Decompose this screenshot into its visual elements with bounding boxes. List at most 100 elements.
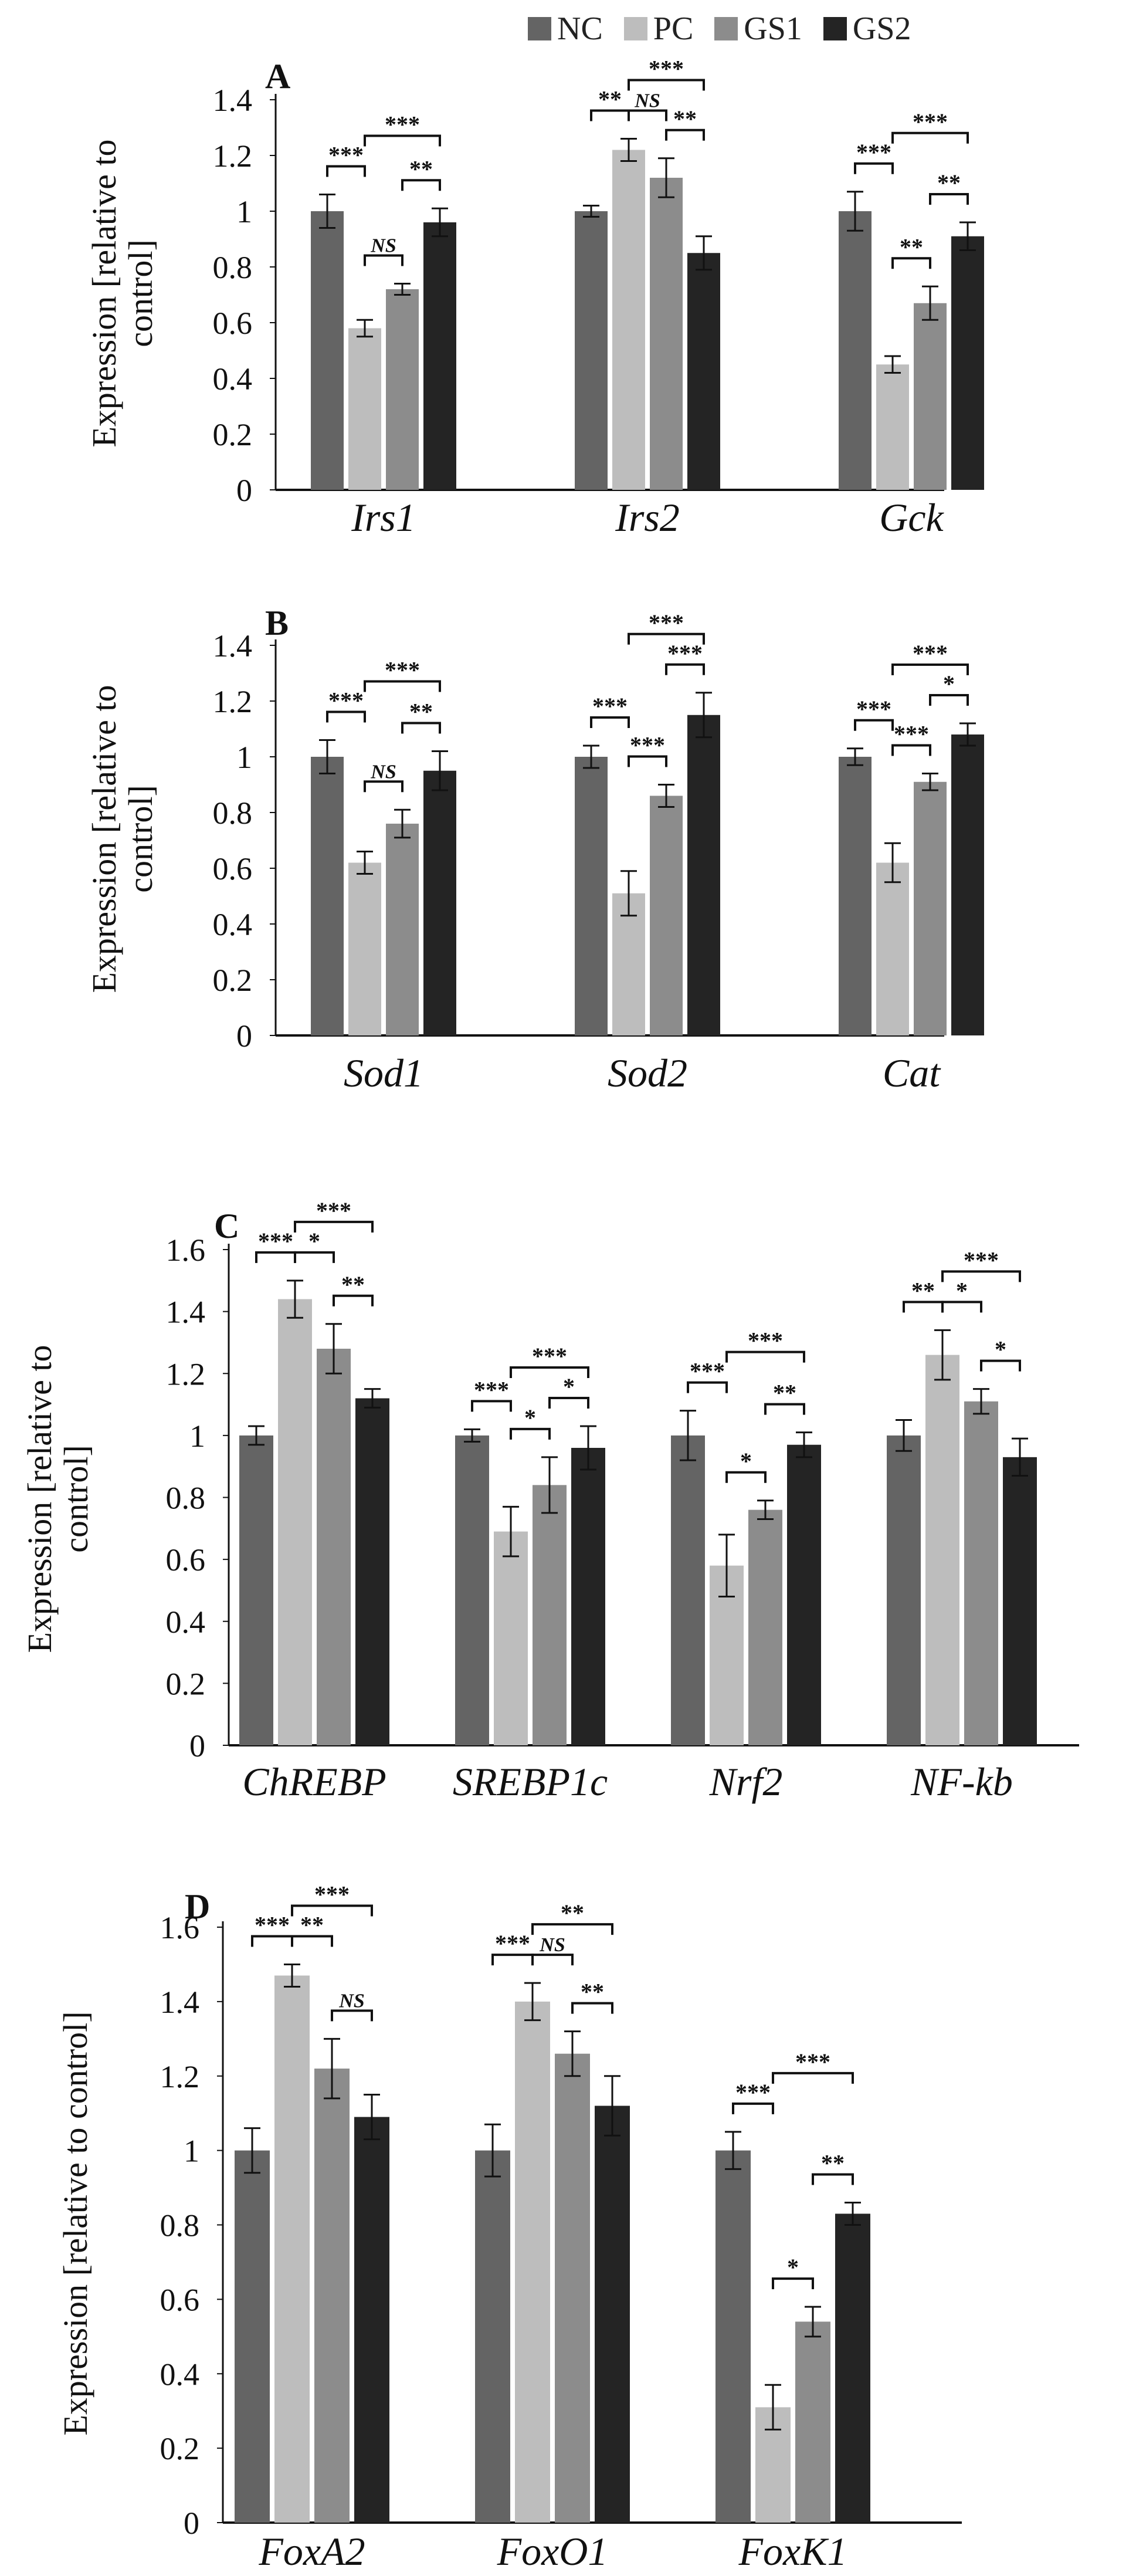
bar-b-sod1-gs2: [423, 770, 456, 1035]
significance-label: ***: [856, 696, 891, 722]
bar-d-foxa2-gs2: [354, 2117, 389, 2523]
category-label-nfkb: NF-kb: [910, 1759, 1013, 1804]
y-axis-label-line: control]: [121, 239, 160, 347]
y-tick-label: 1.2: [166, 1356, 206, 1392]
y-tick-label: 0.4: [160, 2357, 200, 2392]
y-axis-label-line: Expression [relative to: [85, 139, 123, 447]
legend-item-nc: NC: [528, 12, 603, 45]
y-tick-label: 0: [236, 473, 252, 508]
significance-label: *: [563, 1373, 575, 1400]
bar-a-irs1-gs2: [423, 222, 456, 490]
significance-label: **: [673, 106, 697, 132]
bar-d-foxa2-nc: [235, 2150, 270, 2523]
bar-b-cat-pc: [876, 862, 909, 1035]
category-label-gck: Gck: [879, 495, 944, 540]
bar-c-nfkb-nc: [887, 1435, 921, 1745]
significance-bracket: [732, 2102, 774, 2114]
significance-label: ***: [649, 610, 684, 636]
y-tick-label: 0.4: [213, 361, 253, 397]
significance-label: *: [308, 1228, 320, 1254]
y-tick-label: 1.2: [160, 2059, 200, 2094]
bar-b-sod2-pc: [612, 893, 645, 1035]
significance-label: ***: [630, 732, 665, 759]
significance-bracket: [628, 79, 705, 91]
significance-bracket: [628, 632, 705, 645]
legend-label-gs1: GS1: [744, 11, 802, 47]
bar-b-sod1-pc: [348, 862, 381, 1035]
significance-bracket: [891, 664, 969, 675]
y-axis-label-line: Expression [relative to: [21, 1345, 59, 1653]
significance-bracket: [772, 2071, 854, 2084]
bar-a-irs2-nc: [575, 211, 608, 490]
legend-swatch-nc: [528, 17, 551, 40]
y-tick-label: 1.4: [213, 83, 253, 118]
significance-bracket: [510, 1427, 551, 1440]
bar-c-chrebp-gs2: [355, 1398, 389, 1745]
bar-d-foxk1-nc: [715, 2150, 751, 2523]
significance-label: ***: [894, 721, 929, 747]
significance-label: ***: [795, 2049, 830, 2075]
significance-label: ***: [748, 1328, 783, 1354]
y-axis-label: Expression [relative to control]: [56, 2011, 94, 2435]
significance-bracket: [687, 1381, 728, 1393]
category-label-sod1: Sod1: [344, 1051, 423, 1095]
significance-bracket: [941, 1270, 1021, 1282]
significance-label: *: [740, 1448, 752, 1474]
y-tick-label: 1.4: [166, 1295, 206, 1330]
significance-label: ***: [913, 109, 948, 135]
significance-label: NS: [539, 1934, 565, 1956]
significance-bracket: [854, 719, 894, 731]
significance-label: ***: [964, 1247, 999, 1273]
significance-label: NS: [370, 235, 396, 257]
bar-b-cat-gs1: [914, 781, 947, 1035]
y-tick-label: 0.8: [213, 250, 253, 285]
significance-bracket: [854, 162, 894, 174]
significance-bracket: [628, 755, 667, 767]
panel-label-c: C: [214, 1207, 239, 1245]
bar-a-irs1-pc: [348, 328, 381, 490]
legend-label-pc: PC: [653, 11, 694, 47]
category-label-cat: Cat: [883, 1051, 941, 1095]
category-label-nrf2: Nrf2: [709, 1759, 783, 1804]
significance-bracket: [401, 722, 441, 734]
bar-a-gck-nc: [839, 211, 872, 490]
category-label-irs2: Irs2: [615, 495, 680, 540]
legend-label-gs2: GS2: [852, 11, 911, 47]
significance-bracket: [364, 254, 403, 266]
y-tick-label: 1.4: [213, 628, 253, 664]
y-tick-label: 1: [236, 194, 252, 229]
significance-label: ***: [258, 1228, 293, 1254]
bar-d-foxk1-gs2: [835, 2213, 870, 2523]
bar-a-irs2-gs2: [687, 253, 720, 490]
significance-bracket: [764, 1403, 805, 1415]
bar-c-nfkb-pc: [925, 1355, 959, 1745]
significance-bracket: [326, 710, 366, 723]
bar-b-cat-nc: [839, 757, 872, 1035]
y-tick-label: 0.8: [213, 796, 253, 831]
y-axis-label-line: Expression [relative to control]: [56, 2011, 94, 2435]
significance-label: **: [409, 155, 433, 182]
significance-bracket: [665, 128, 705, 141]
bar-a-gck-gs2: [951, 236, 984, 490]
y-tick-label: 0.8: [166, 1481, 206, 1516]
legend-item-pc: PC: [623, 11, 694, 47]
category-label-chrebp: ChREBP: [242, 1759, 386, 1804]
bar-d-foxa2-gs1: [314, 2069, 350, 2523]
significance-bracket: [590, 716, 630, 728]
y-axis-label: Expression [relative tocontrol]: [85, 139, 160, 447]
panel-label-d: D: [185, 1887, 210, 1926]
significance-bracket: [929, 193, 969, 205]
panel-a: A Expression [relative tocontrol] 0 0.2 0.4 0…: [85, 56, 984, 540]
y-axis-label-line: control]: [57, 1445, 95, 1553]
y-tick-label: 1.4: [160, 1985, 200, 2020]
significance-label: NS: [338, 1990, 364, 2012]
y-axis-label: Expression [relative tocontrol]: [85, 685, 160, 993]
bar-c-srebp1c-pc: [494, 1531, 528, 1745]
significance-bracket: [725, 1471, 767, 1483]
significance-label: ***: [856, 139, 891, 165]
significance-label: *: [787, 2254, 799, 2280]
significance-bracket: [364, 680, 441, 692]
bar-a-irs2-pc: [612, 150, 645, 490]
bar-b-sod2-nc: [575, 757, 608, 1035]
legend-swatch-gs1: [714, 17, 738, 40]
